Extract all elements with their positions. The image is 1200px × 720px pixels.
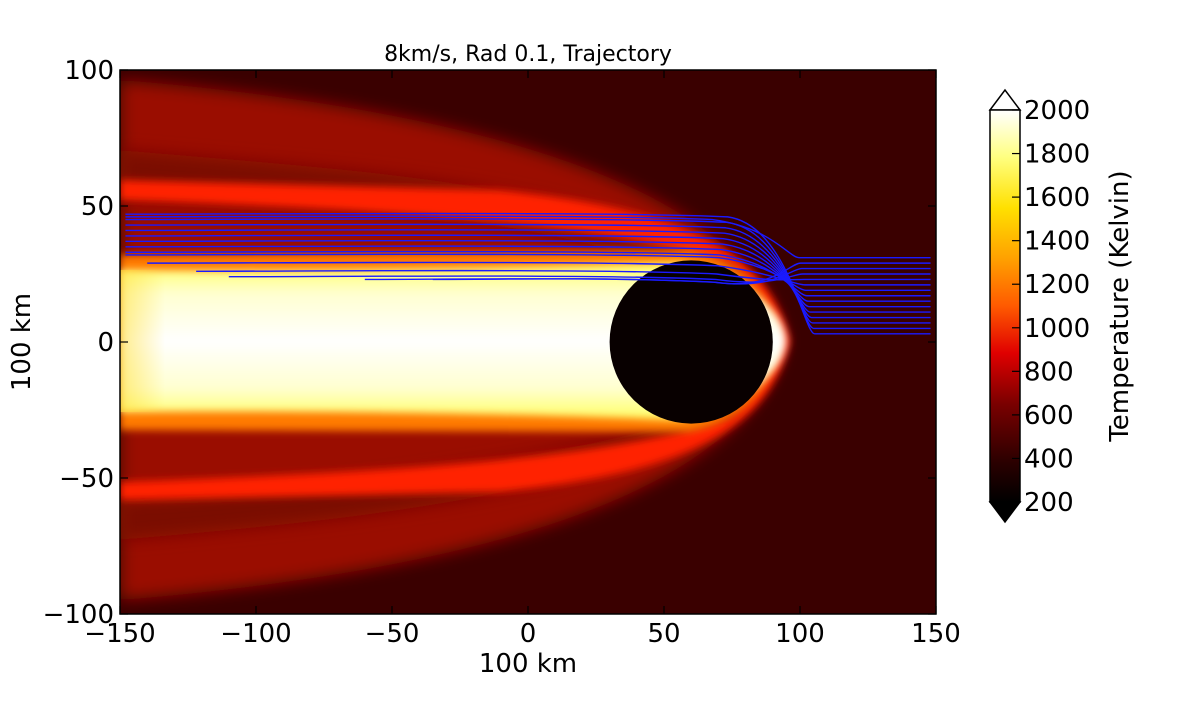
y-axis-label: 100 km — [7, 293, 37, 391]
colorbar-label: Temperature (Kelvin) — [1105, 170, 1135, 442]
colorbar-tick-label: 1000 — [1024, 314, 1090, 344]
colorbar-tick-label: 600 — [1024, 401, 1074, 431]
x-tick-label: 150 — [911, 619, 961, 649]
trajectory-line — [125, 250, 931, 297]
colorbar-tick-label: 400 — [1024, 444, 1074, 474]
colorbar-tick-label: 2000 — [1024, 96, 1090, 126]
y-tick-label: 50 — [81, 192, 114, 222]
colorbar-tick-label: 200 — [1024, 488, 1074, 518]
y-tick-label: 0 — [97, 328, 114, 358]
colorbar-extend-min — [988, 501, 1022, 524]
y-axis-ticks: −100 −50 0 50 100 — [43, 56, 936, 630]
colorbar-tick-label: 1600 — [1024, 183, 1090, 213]
colorbar-extend-max — [988, 88, 1022, 111]
x-axis-label: 100 km — [479, 649, 577, 679]
trajectory-line — [432, 262, 931, 285]
x-axis-ticks: −150 −100 −50 0 50 100 150 — [84, 70, 961, 649]
y-tick-label: 100 — [64, 56, 114, 86]
x-tick-label: −150 — [84, 619, 155, 649]
heatmap-wake-fade — [120, 270, 420, 412]
colorbar-tick-label: 800 — [1024, 357, 1074, 387]
colorbar-tick-label: 1400 — [1024, 227, 1090, 257]
y-tick-label: −50 — [59, 464, 114, 494]
x-tick-label: 100 — [775, 619, 825, 649]
trajectory-line — [196, 269, 931, 281]
x-tick-label: 50 — [647, 619, 680, 649]
x-tick-label: −100 — [220, 619, 291, 649]
colorbar-tick-label: 1200 — [1024, 270, 1090, 300]
trajectory-line — [125, 215, 931, 259]
x-tick-label: 0 — [520, 619, 537, 649]
chart-title: 8km/s, Rad 0.1, Trajectory — [384, 42, 672, 67]
y-tick-label: −100 — [43, 600, 114, 630]
trajectory-lines — [125, 212, 931, 335]
temperature-heatmap — [120, 70, 936, 614]
colorbar: 200 400 600 800 1000 1200 1400 1600 1800 2000 Tem… — [988, 88, 1135, 524]
colorbar-gradient — [989, 109, 1021, 503]
trajectory-line — [228, 273, 931, 283]
colorbar-ticks: 200 400 600 800 1000 1200 1400 1600 1800 2000 — [1012, 96, 1090, 518]
obstacle-body — [609, 260, 773, 424]
x-tick-label: −50 — [365, 619, 420, 649]
colorbar-tick-label: 1800 — [1024, 140, 1090, 170]
